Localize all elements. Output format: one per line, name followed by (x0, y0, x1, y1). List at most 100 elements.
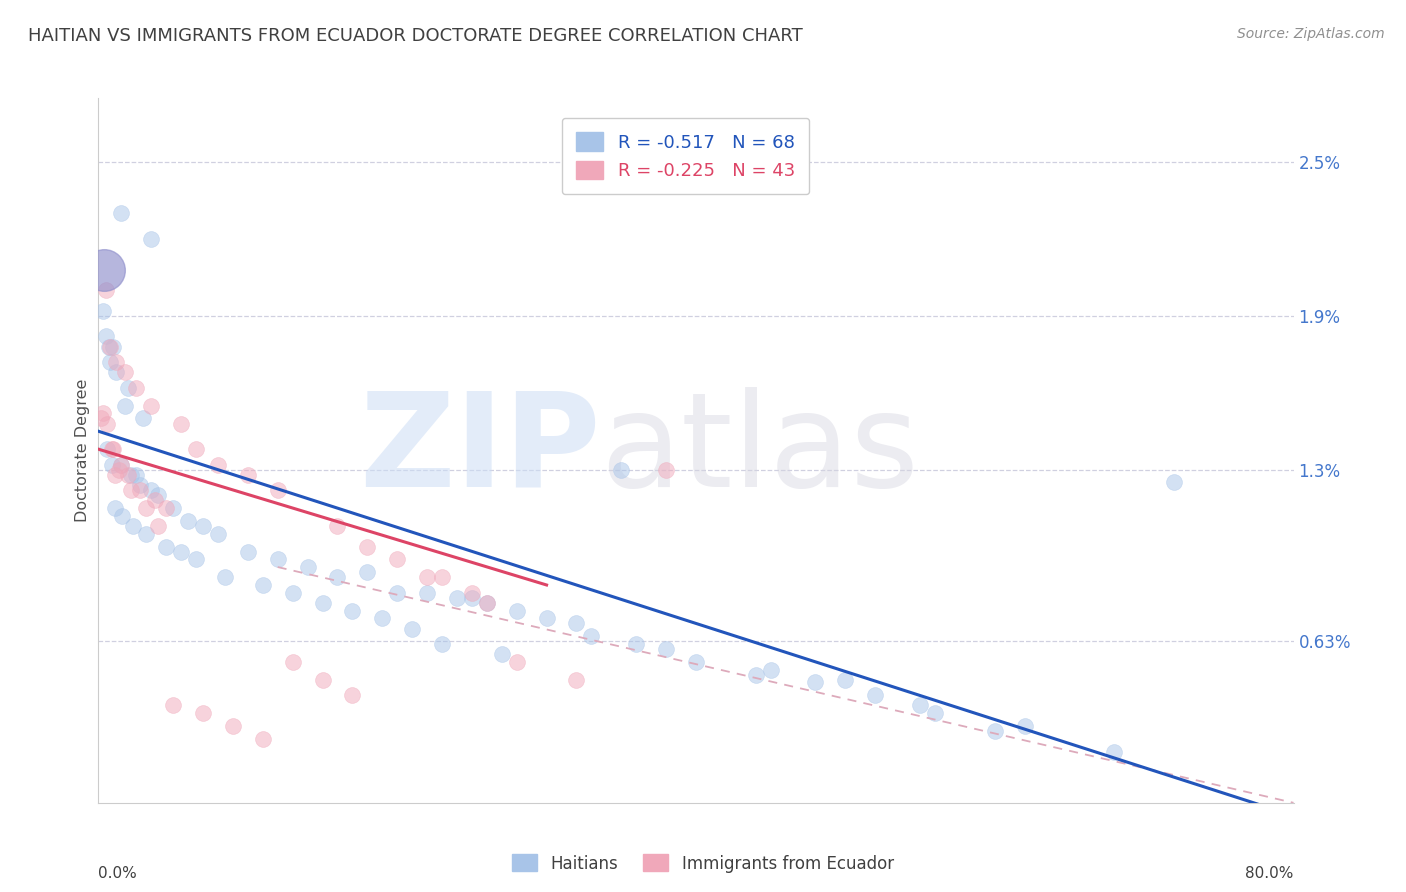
Point (491, 647, 513, 661)
Point (110, 458, 132, 472)
Point (1014, 719, 1036, 733)
Point (191, 519, 214, 533)
Point (236, 467, 259, 482)
Point (207, 458, 229, 472)
Point (759, 663, 782, 677)
Point (924, 706, 946, 720)
Point (129, 483, 152, 498)
Point (655, 463, 678, 477)
Point (91, 303, 114, 318)
Point (252, 578, 274, 592)
Point (536, 611, 558, 625)
Point (281, 655, 304, 669)
Point (1104, 745, 1126, 759)
Point (908, 698, 931, 713)
Point (125, 467, 148, 482)
Point (129, 478, 152, 492)
Point (865, 688, 887, 702)
Point (236, 544, 259, 558)
Point (475, 596, 498, 610)
Point (430, 637, 453, 651)
Point (101, 442, 124, 457)
Point (326, 519, 349, 533)
Point (148, 488, 170, 502)
Point (834, 673, 856, 687)
Point (139, 232, 162, 246)
Point (103, 340, 125, 354)
Point (108, 463, 131, 477)
Point (222, 719, 245, 733)
Point (281, 585, 304, 599)
Y-axis label: Doctorate Degree: Doctorate Degree (75, 379, 90, 522)
Point (610, 463, 633, 477)
Point (148, 519, 170, 533)
Point (96, 417, 118, 431)
Point (121, 519, 143, 533)
Point (342, 604, 364, 618)
Point (135, 501, 157, 516)
Point (252, 731, 274, 746)
Point (655, 642, 678, 657)
Point (214, 570, 236, 584)
Point (401, 622, 423, 636)
Point (139, 399, 162, 413)
Point (120, 467, 142, 482)
Legend: Haitians, Immigrants from Ecuador: Haitians, Immigrants from Ecuador (506, 847, 900, 880)
Point (685, 655, 707, 669)
Point (111, 508, 134, 523)
Point (626, 637, 648, 651)
Point (105, 365, 128, 379)
Point (101, 458, 124, 472)
Point (120, 483, 142, 498)
Point (184, 442, 207, 457)
Point (506, 655, 529, 669)
Text: HAITIAN VS IMMIGRANTS FROM ECUADOR DOCTORATE DEGREE CORRELATION CHART: HAITIAN VS IMMIGRANTS FROM ECUADOR DOCTO… (28, 27, 803, 45)
Point (110, 206, 132, 220)
Point (1163, 475, 1185, 490)
Point (96, 442, 118, 457)
Point (461, 591, 484, 605)
Point (114, 365, 136, 379)
Point (155, 501, 177, 516)
Point (430, 570, 453, 584)
Point (342, 688, 364, 702)
Point (90, 411, 112, 425)
Point (94, 283, 117, 297)
Point (371, 611, 394, 625)
Text: atlas: atlas (600, 387, 920, 514)
Point (506, 604, 529, 618)
Point (984, 724, 1007, 739)
Point (191, 706, 214, 720)
Point (267, 483, 290, 498)
Point (356, 565, 378, 579)
Point (297, 560, 319, 574)
Text: ZIP: ZIP (359, 387, 600, 514)
Point (416, 570, 439, 584)
Point (98, 340, 122, 354)
Text: 0.0%: 0.0% (98, 866, 138, 881)
Point (565, 673, 588, 687)
Point (110, 458, 132, 472)
Point (804, 675, 827, 690)
Point (155, 540, 177, 554)
Point (177, 514, 200, 528)
Point (94, 329, 117, 343)
Point (267, 552, 290, 566)
Point (169, 417, 191, 431)
Point (132, 411, 155, 425)
Point (311, 596, 333, 610)
Point (446, 591, 468, 605)
Point (93, 262, 115, 277)
Point (162, 698, 184, 713)
Text: 80.0%: 80.0% (1246, 866, 1294, 881)
Point (385, 585, 409, 599)
Point (169, 544, 191, 558)
Point (135, 526, 157, 541)
Point (91, 406, 114, 420)
Point (326, 570, 349, 584)
Point (461, 585, 484, 599)
Point (97, 340, 120, 354)
Point (114, 399, 136, 413)
Point (356, 540, 378, 554)
Point (207, 526, 229, 541)
